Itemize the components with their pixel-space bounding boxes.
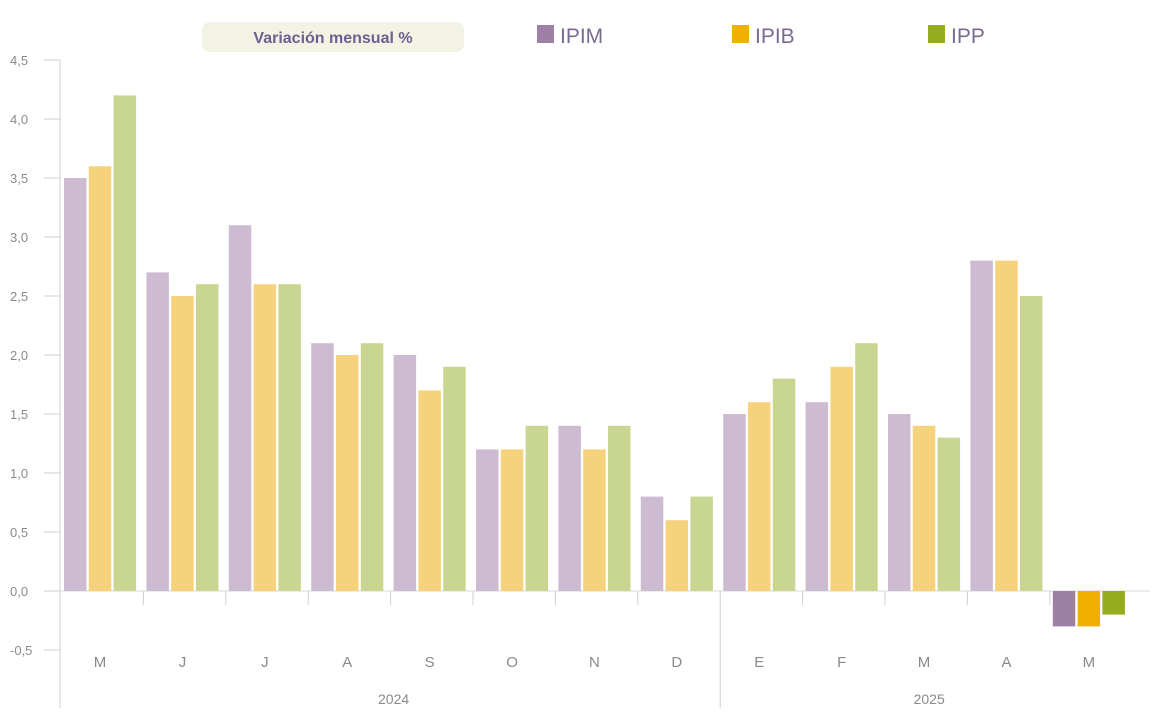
- y-tick-label: 1,5: [10, 407, 28, 422]
- title-box: [202, 22, 464, 52]
- bar-ipib-10: [912, 425, 936, 591]
- legend-swatch-ipp: [928, 25, 945, 43]
- bar-ipp-10: [937, 437, 961, 591]
- y-tick-label: 4,5: [10, 53, 28, 68]
- bar-ipib-9: [830, 366, 853, 591]
- bar-ipim-12: [1052, 591, 1076, 627]
- legend-swatch-ipib: [732, 25, 749, 43]
- legend-label-ipim: IPIM: [560, 25, 603, 48]
- bar-ipim-11: [970, 260, 993, 591]
- y-tick-label: 4,0: [10, 112, 28, 127]
- bar-ipib-8: [748, 402, 771, 591]
- x-tick-label: F: [837, 654, 846, 671]
- bar-ipib-1: [171, 296, 194, 591]
- bar-ipim-1: [146, 272, 169, 591]
- bar-ipp-12: [1102, 591, 1125, 615]
- x-tick-label: J: [261, 654, 269, 671]
- x-tick-label: N: [589, 654, 600, 671]
- bar-ipim-10: [888, 414, 911, 591]
- y-tick-label: 2,0: [10, 348, 28, 363]
- y-tick-label: 0,5: [10, 525, 28, 540]
- y-tick-label: -0,5: [10, 643, 32, 658]
- year-label: 2024: [378, 691, 409, 707]
- y-tick-label: 3,5: [10, 171, 28, 186]
- bar-ipim-9: [805, 402, 829, 591]
- bar-ipib-0: [88, 166, 112, 591]
- y-tick-label: 2,5: [10, 289, 28, 304]
- bar-ipib-6: [583, 449, 606, 591]
- x-tick-label: A: [342, 654, 352, 671]
- bar-ipp-9: [855, 343, 878, 591]
- bar-ipim-0: [64, 178, 87, 591]
- x-tick-label: A: [1001, 654, 1011, 671]
- bar-ipib-11: [995, 260, 1018, 591]
- chart-title: Variación mensual %: [253, 30, 412, 47]
- bar-ipp-4: [443, 366, 466, 591]
- bar-ipim-4: [393, 355, 417, 591]
- bar-ipp-11: [1020, 296, 1043, 591]
- bar-ipim-6: [558, 425, 581, 591]
- x-tick-label: D: [671, 654, 682, 671]
- bar-ipim-8: [723, 414, 746, 591]
- x-tick-label: M: [1083, 654, 1096, 671]
- bar-ipp-8: [772, 378, 796, 591]
- bar-ipp-7: [690, 496, 713, 591]
- bar-ipib-4: [418, 390, 441, 591]
- bar-ipib-7: [665, 520, 689, 591]
- legend-label-ipib: IPIB: [755, 25, 795, 48]
- bars: [64, 95, 1125, 627]
- bar-ipp-0: [113, 95, 137, 592]
- bar-ipp-5: [525, 425, 549, 591]
- bar-ipim-5: [476, 449, 499, 591]
- y-tick-label: 0,0: [10, 584, 28, 599]
- y-tick-label: 1,0: [10, 466, 28, 481]
- x-tick-label: M: [918, 654, 931, 671]
- bar-ipib-3: [336, 355, 359, 591]
- legend-label-ipp: IPP: [951, 25, 985, 48]
- bar-ipim-2: [228, 225, 252, 591]
- year-label: 2025: [914, 691, 945, 707]
- bar-ipib-2: [253, 284, 277, 591]
- bar-ipp-1: [196, 284, 219, 591]
- x-axis-labels: M J J A S O N D E F M A M 2024 2025: [94, 654, 1095, 707]
- bar-ipib-5: [500, 449, 524, 591]
- bar-ipim-3: [311, 343, 334, 591]
- y-tick-label: 3,0: [10, 230, 28, 245]
- bar-ipp-3: [360, 343, 384, 591]
- x-tick-label: S: [425, 654, 435, 671]
- legend: IPIM IPIB IPP: [537, 25, 985, 48]
- bar-ipp-2: [278, 284, 301, 591]
- bar-ipib-12: [1077, 591, 1101, 627]
- x-tick-label: M: [94, 654, 107, 671]
- x-tick-label: O: [506, 654, 518, 671]
- bar-ipp-6: [608, 425, 631, 591]
- bar-ipim-7: [640, 496, 664, 591]
- legend-swatch-ipim: [537, 25, 554, 43]
- x-tick-label: E: [754, 654, 764, 671]
- x-tick-label: J: [179, 654, 187, 671]
